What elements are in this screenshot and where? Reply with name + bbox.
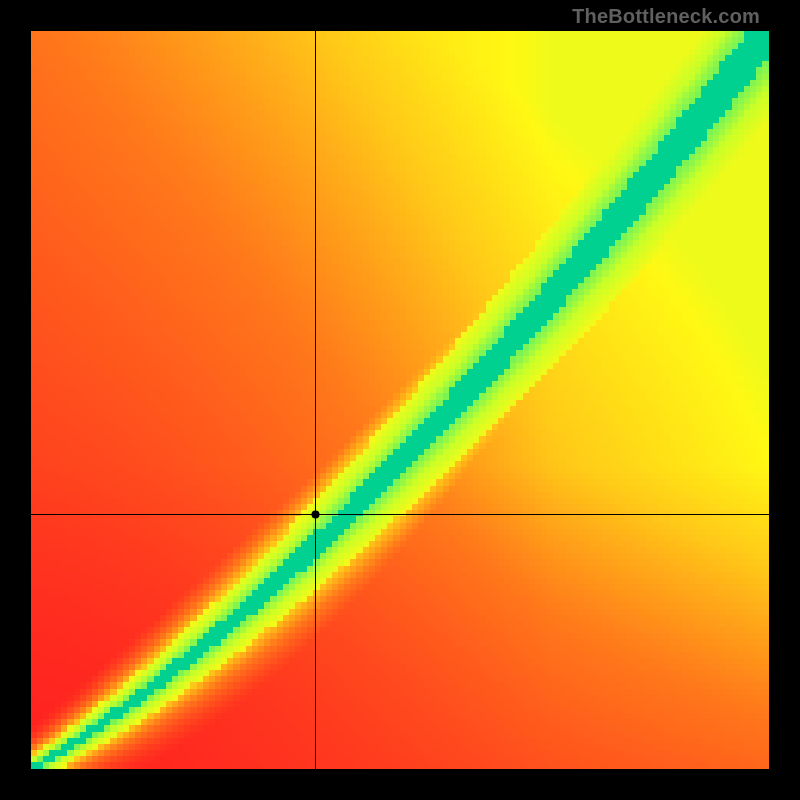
chart-container: TheBottleneck.com [0, 0, 800, 800]
watermark-text: TheBottleneck.com [572, 6, 760, 29]
heatmap-canvas [31, 31, 769, 769]
heatmap-plot [31, 31, 769, 769]
